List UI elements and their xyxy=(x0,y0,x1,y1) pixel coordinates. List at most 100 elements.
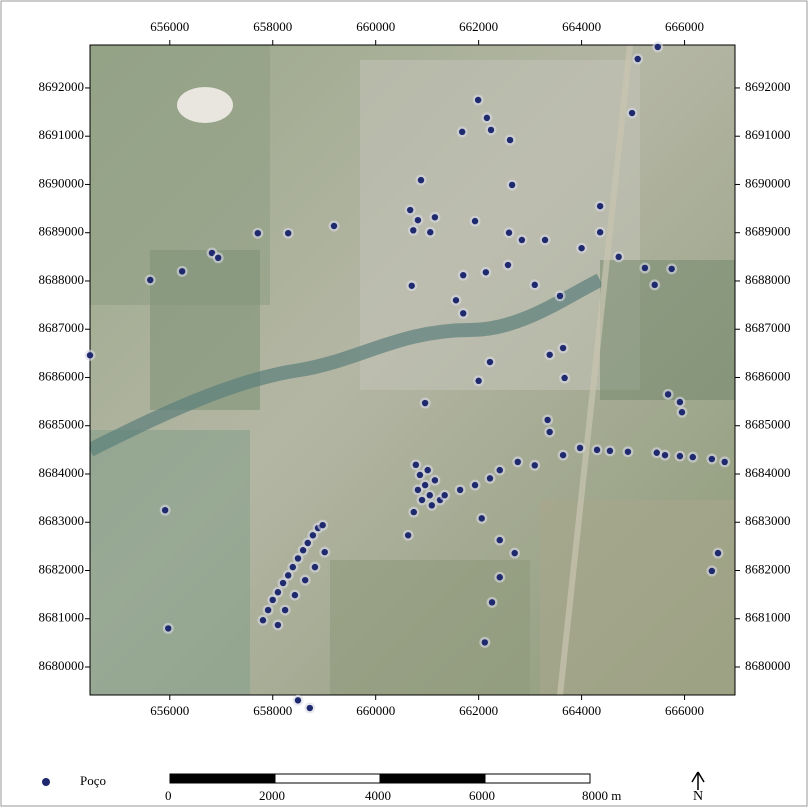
well xyxy=(265,607,271,613)
well xyxy=(427,229,433,235)
well xyxy=(487,359,493,365)
well xyxy=(690,454,696,460)
well xyxy=(544,417,550,423)
well xyxy=(322,549,328,555)
well xyxy=(505,262,511,268)
well xyxy=(561,375,567,381)
well xyxy=(509,182,515,188)
well xyxy=(532,462,538,468)
x-tick-label: 658000 xyxy=(253,19,292,34)
well xyxy=(405,532,411,538)
well xyxy=(410,227,416,233)
well xyxy=(422,400,428,406)
well xyxy=(709,568,715,574)
well xyxy=(507,137,513,143)
y-tick-label: 8687000 xyxy=(39,320,85,335)
well xyxy=(429,502,435,508)
y-tick-label: 8681000 xyxy=(745,610,791,625)
well xyxy=(418,177,424,183)
well xyxy=(147,277,153,283)
scale-label: 8000 m xyxy=(582,788,621,803)
well xyxy=(285,572,291,578)
well xyxy=(295,555,301,561)
scale-label: 2000 xyxy=(259,788,285,803)
x-tick-label: 666000 xyxy=(665,19,704,34)
well xyxy=(577,445,583,451)
well xyxy=(594,447,600,453)
well xyxy=(453,297,459,303)
well xyxy=(162,507,168,513)
x-tick-label: 656000 xyxy=(150,19,189,34)
satellite-image xyxy=(90,45,735,695)
well xyxy=(654,450,660,456)
well xyxy=(506,230,512,236)
y-tick-label: 8690000 xyxy=(745,175,791,190)
well xyxy=(432,477,438,483)
well xyxy=(482,639,488,645)
well xyxy=(475,97,481,103)
y-tick-label: 8689000 xyxy=(39,224,85,239)
well xyxy=(484,115,490,121)
y-tick-label: 8682000 xyxy=(39,561,85,576)
well xyxy=(546,352,552,358)
well xyxy=(290,564,296,570)
well xyxy=(179,268,185,274)
y-tick-label: 8685000 xyxy=(745,417,791,432)
well xyxy=(519,237,525,243)
y-tick-label: 8690000 xyxy=(39,175,85,190)
y-tick-label: 8692000 xyxy=(39,79,85,94)
well xyxy=(415,487,421,493)
well xyxy=(497,467,503,473)
well xyxy=(424,467,430,473)
well xyxy=(679,409,685,415)
well xyxy=(597,229,603,235)
x-tick-label: 660000 xyxy=(356,19,395,34)
legend-symbol xyxy=(42,778,50,786)
well xyxy=(489,599,495,605)
well xyxy=(487,475,493,481)
well xyxy=(635,56,641,62)
x-tick-label: 658000 xyxy=(253,703,292,718)
well xyxy=(497,574,503,580)
well xyxy=(557,293,563,299)
well xyxy=(607,448,613,454)
well xyxy=(472,218,478,224)
well xyxy=(255,230,261,236)
well xyxy=(488,127,494,133)
well xyxy=(285,230,291,236)
well xyxy=(615,254,621,260)
well xyxy=(87,352,93,358)
well xyxy=(668,266,674,272)
well xyxy=(319,522,325,528)
scale-segment xyxy=(380,774,485,783)
y-tick-label: 8686000 xyxy=(745,368,791,383)
y-tick-label: 8689000 xyxy=(745,224,791,239)
well xyxy=(542,237,548,243)
well xyxy=(422,482,428,488)
well xyxy=(460,272,466,278)
well xyxy=(629,110,635,116)
y-tick-label: 8691000 xyxy=(745,127,791,142)
well xyxy=(597,203,603,209)
scale-segment xyxy=(170,774,275,783)
well xyxy=(532,282,538,288)
y-tick-label: 8682000 xyxy=(745,561,791,576)
map-figure: 6560006560006580006580006600006600006620… xyxy=(0,0,808,807)
well xyxy=(483,269,489,275)
y-tick-label: 8680000 xyxy=(745,658,791,673)
scale-label: 0 xyxy=(165,788,172,803)
well xyxy=(280,580,286,586)
well xyxy=(215,255,221,261)
y-tick-label: 8692000 xyxy=(745,79,791,94)
well xyxy=(302,577,308,583)
well xyxy=(409,283,415,289)
well xyxy=(413,462,419,468)
well xyxy=(165,625,171,631)
well xyxy=(460,310,466,316)
y-tick-label: 8687000 xyxy=(745,320,791,335)
well xyxy=(282,607,288,613)
x-tick-label: 664000 xyxy=(562,19,601,34)
well xyxy=(275,589,281,595)
well xyxy=(305,540,311,546)
y-tick-label: 8680000 xyxy=(39,658,85,673)
